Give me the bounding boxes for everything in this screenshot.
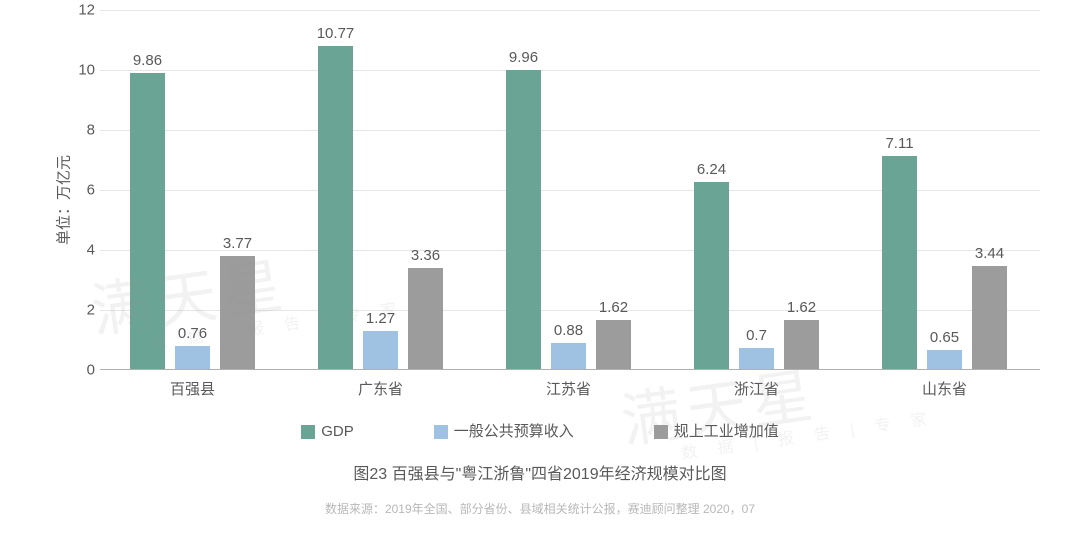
bar-value-label: 0.76 [163,325,223,342]
chart-area: 9.860.763.7710.771.273.369.960.881.626.2… [60,10,1050,410]
bar [130,73,165,369]
legend: GDP 一般公共预算收入 规上工业增加值 [0,420,1080,441]
gridline [100,10,1040,11]
bar [506,70,541,369]
gridline [100,70,1040,71]
bar [694,182,729,369]
bar [408,268,443,369]
plot-area: 9.86 0.76 3.77 10.77 1.27 3.36 9.96 0.88 1.62 6.2… [100,10,1040,370]
y-tick: 4 [70,242,95,259]
legend-label: GDP [321,423,354,440]
bar [363,331,398,369]
bar [175,346,210,369]
bar-value-label: 1.62 [584,299,644,316]
bar [784,320,819,369]
bar [318,46,353,369]
bar [882,156,917,369]
bar-value-label: 3.36 [396,247,456,264]
legend-label: 规上工业增加值 [674,423,779,440]
bar-value-label: 3.44 [960,245,1020,262]
gridline [100,130,1040,131]
y-tick: 10 [70,62,95,79]
bar-value-label: 1.62 [772,299,832,316]
bar [220,256,255,369]
bar-value-label: 6.24 [682,161,742,178]
legend-label: 一般公共预算收入 [454,423,574,440]
bar [927,350,962,370]
bar-value-label: 9.86 [118,52,178,69]
bar [972,266,1007,369]
legend-swatch [434,425,448,439]
category-label: 广东省 [358,378,403,399]
y-tick: 8 [70,122,95,139]
category-label: 浙江省 [734,378,779,399]
y-tick: 0 [70,362,95,379]
bar-value-label: 7.11 [870,135,930,152]
bar-value-label: 0.7 [727,327,787,344]
y-tick: 6 [70,182,95,199]
bar-value-label: 10.77 [306,25,366,42]
category-label: 山东省 [922,378,967,399]
legend-swatch [654,425,668,439]
bar [596,320,631,369]
y-tick: 12 [70,2,95,19]
figure-caption: 图23 百强县与"粤江浙鲁"四省2019年经济规模对比图 [0,460,1080,484]
legend-swatch [301,425,315,439]
bar [551,343,586,369]
legend-item: GDP [301,423,354,440]
bar-value-label: 0.65 [915,329,975,346]
bar-value-label: 1.27 [351,310,411,327]
legend-item: 规上工业增加值 [654,420,779,441]
bar-value-label: 3.77 [208,235,268,252]
category-label: 百强县 [170,378,215,399]
legend-item: 一般公共预算收入 [434,420,574,441]
y-tick: 2 [70,302,95,319]
category-label: 江苏省 [546,378,591,399]
data-source: 数据来源：2019年全国、部分省份、县域相关统计公报，赛迪顾问整理 2020，0… [0,500,1080,517]
bar-value-label: 9.96 [494,49,554,66]
bar-value-label: 0.88 [539,322,599,339]
bar [739,348,774,369]
